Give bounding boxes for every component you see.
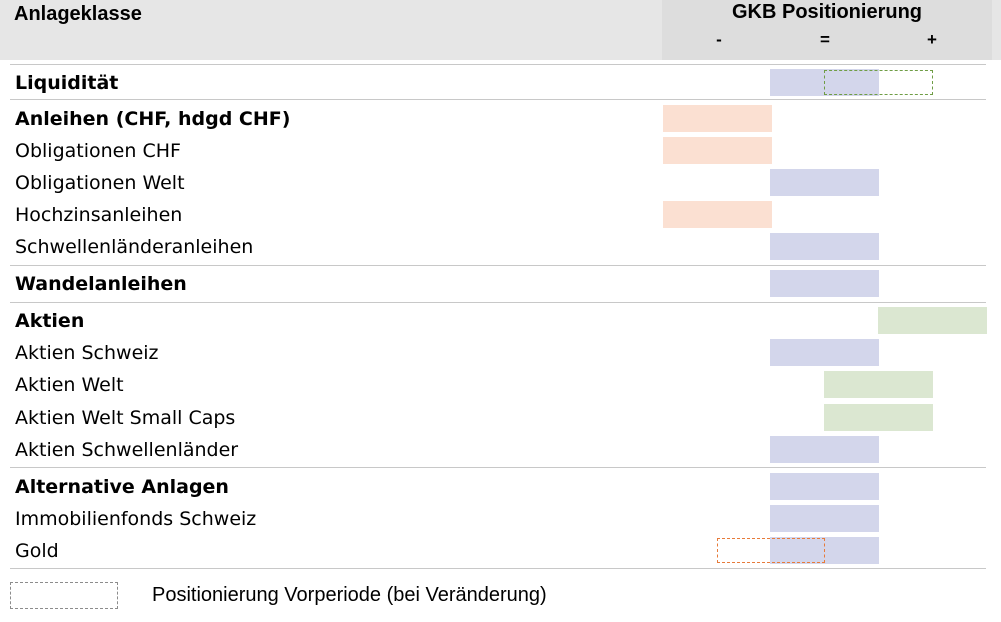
scale-label-equal: = bbox=[820, 30, 830, 49]
previous-position-marker bbox=[717, 538, 825, 563]
column-title: Anlageklasse bbox=[14, 3, 142, 25]
position-bar bbox=[824, 404, 933, 431]
row-label: Gold bbox=[15, 540, 59, 562]
position-bar bbox=[770, 169, 879, 196]
group-separator bbox=[10, 99, 986, 100]
positioning-title: GKB Positionierung bbox=[732, 1, 922, 23]
position-bar bbox=[770, 270, 879, 297]
scale-label-minus: - bbox=[716, 30, 722, 49]
row-label: Obligationen Welt bbox=[15, 172, 185, 194]
group-separator bbox=[10, 64, 986, 65]
scale-label-plus: + bbox=[927, 30, 937, 49]
group-separator bbox=[10, 467, 986, 468]
row-label: Wandelanleihen bbox=[15, 273, 187, 295]
position-bar bbox=[770, 436, 879, 463]
row-label: Hochzinsanleihen bbox=[15, 204, 183, 226]
legend-text: Positionierung Vorperiode (bei Veränderu… bbox=[152, 584, 547, 606]
row-label: Aktien Schwellenländer bbox=[15, 439, 239, 461]
position-bar bbox=[770, 505, 879, 532]
row-label: Schwellenländeranleihen bbox=[15, 236, 254, 258]
legend-dashed-box bbox=[10, 582, 118, 609]
position-bar bbox=[663, 201, 772, 228]
group-separator bbox=[10, 568, 986, 569]
row-label: Anleihen (CHF, hdgd CHF) bbox=[15, 108, 291, 130]
position-bar bbox=[770, 233, 879, 260]
row-label: Aktien Welt bbox=[15, 374, 124, 396]
previous-position-marker bbox=[824, 70, 933, 95]
row-label: Aktien Schweiz bbox=[15, 342, 159, 364]
position-bar bbox=[824, 371, 933, 398]
positioning-header-shade bbox=[662, 0, 992, 60]
row-label: Aktien Welt Small Caps bbox=[15, 407, 236, 429]
position-bar bbox=[770, 473, 879, 500]
row-label: Obligationen CHF bbox=[15, 140, 181, 162]
position-bar bbox=[770, 339, 879, 366]
row-label: Alternative Anlagen bbox=[15, 476, 229, 498]
row-label: Immobilienfonds Schweiz bbox=[15, 508, 257, 530]
group-separator bbox=[10, 302, 986, 303]
row-label: Aktien bbox=[15, 310, 85, 332]
position-bar bbox=[663, 105, 772, 132]
position-bar bbox=[878, 307, 987, 334]
group-separator bbox=[10, 265, 986, 266]
position-bar bbox=[663, 137, 772, 164]
row-label: Liquidität bbox=[15, 72, 119, 94]
